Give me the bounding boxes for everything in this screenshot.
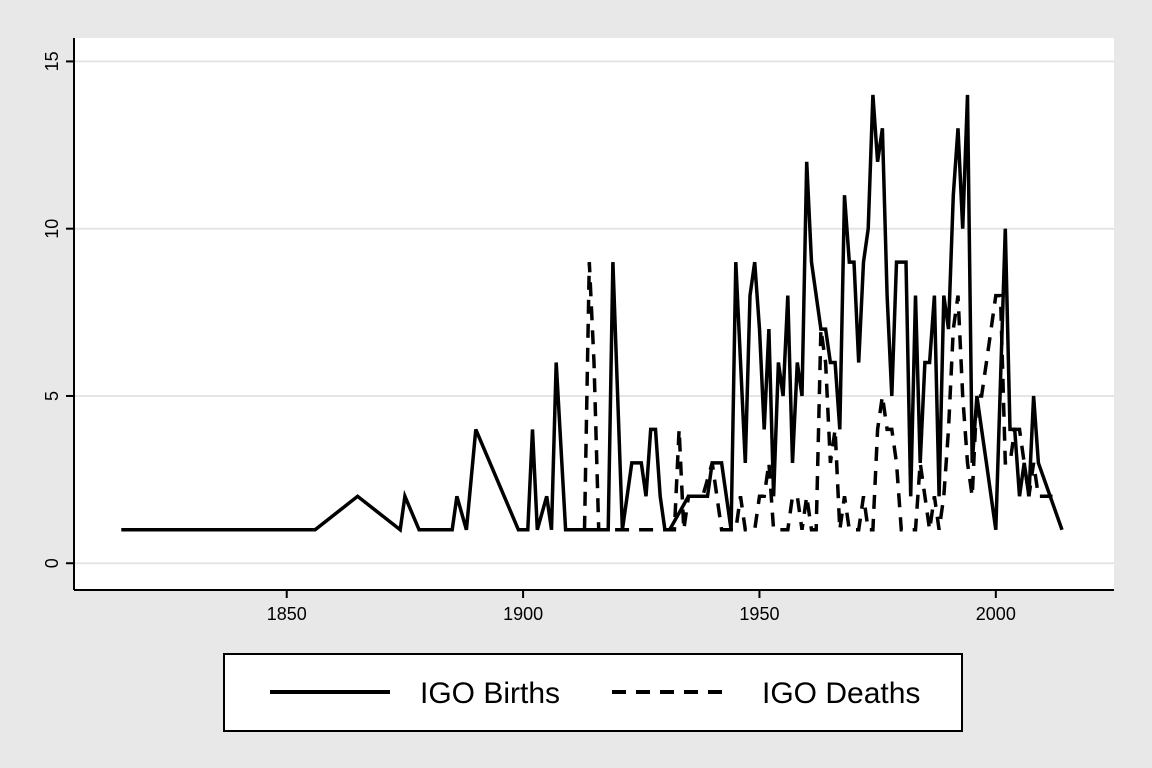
legend: IGO Births IGO Deaths bbox=[223, 653, 963, 732]
legend-label-deaths: IGO Deaths bbox=[762, 677, 920, 710]
y-tick-label-15: 15 bbox=[42, 51, 62, 71]
series-line-births bbox=[121, 94, 1064, 534]
series-line-deaths bbox=[582, 262, 1053, 532]
axes: 1850 1900 1950 2000 0 5 10 15 bbox=[42, 38, 1114, 624]
x-tick-label-1900: 1900 bbox=[503, 604, 543, 624]
plot-area bbox=[74, 38, 1114, 590]
x-tick-label-1950: 1950 bbox=[739, 604, 779, 624]
y-tick-label-10: 10 bbox=[42, 219, 62, 239]
y-tick-label-0: 0 bbox=[42, 558, 62, 568]
x-tick-label-2000: 2000 bbox=[976, 604, 1016, 624]
series-layer bbox=[121, 94, 1064, 534]
legend-label-births: IGO Births bbox=[420, 677, 560, 710]
x-tick-label-1850: 1850 bbox=[267, 604, 307, 624]
y-tick-label-5: 5 bbox=[42, 391, 62, 401]
